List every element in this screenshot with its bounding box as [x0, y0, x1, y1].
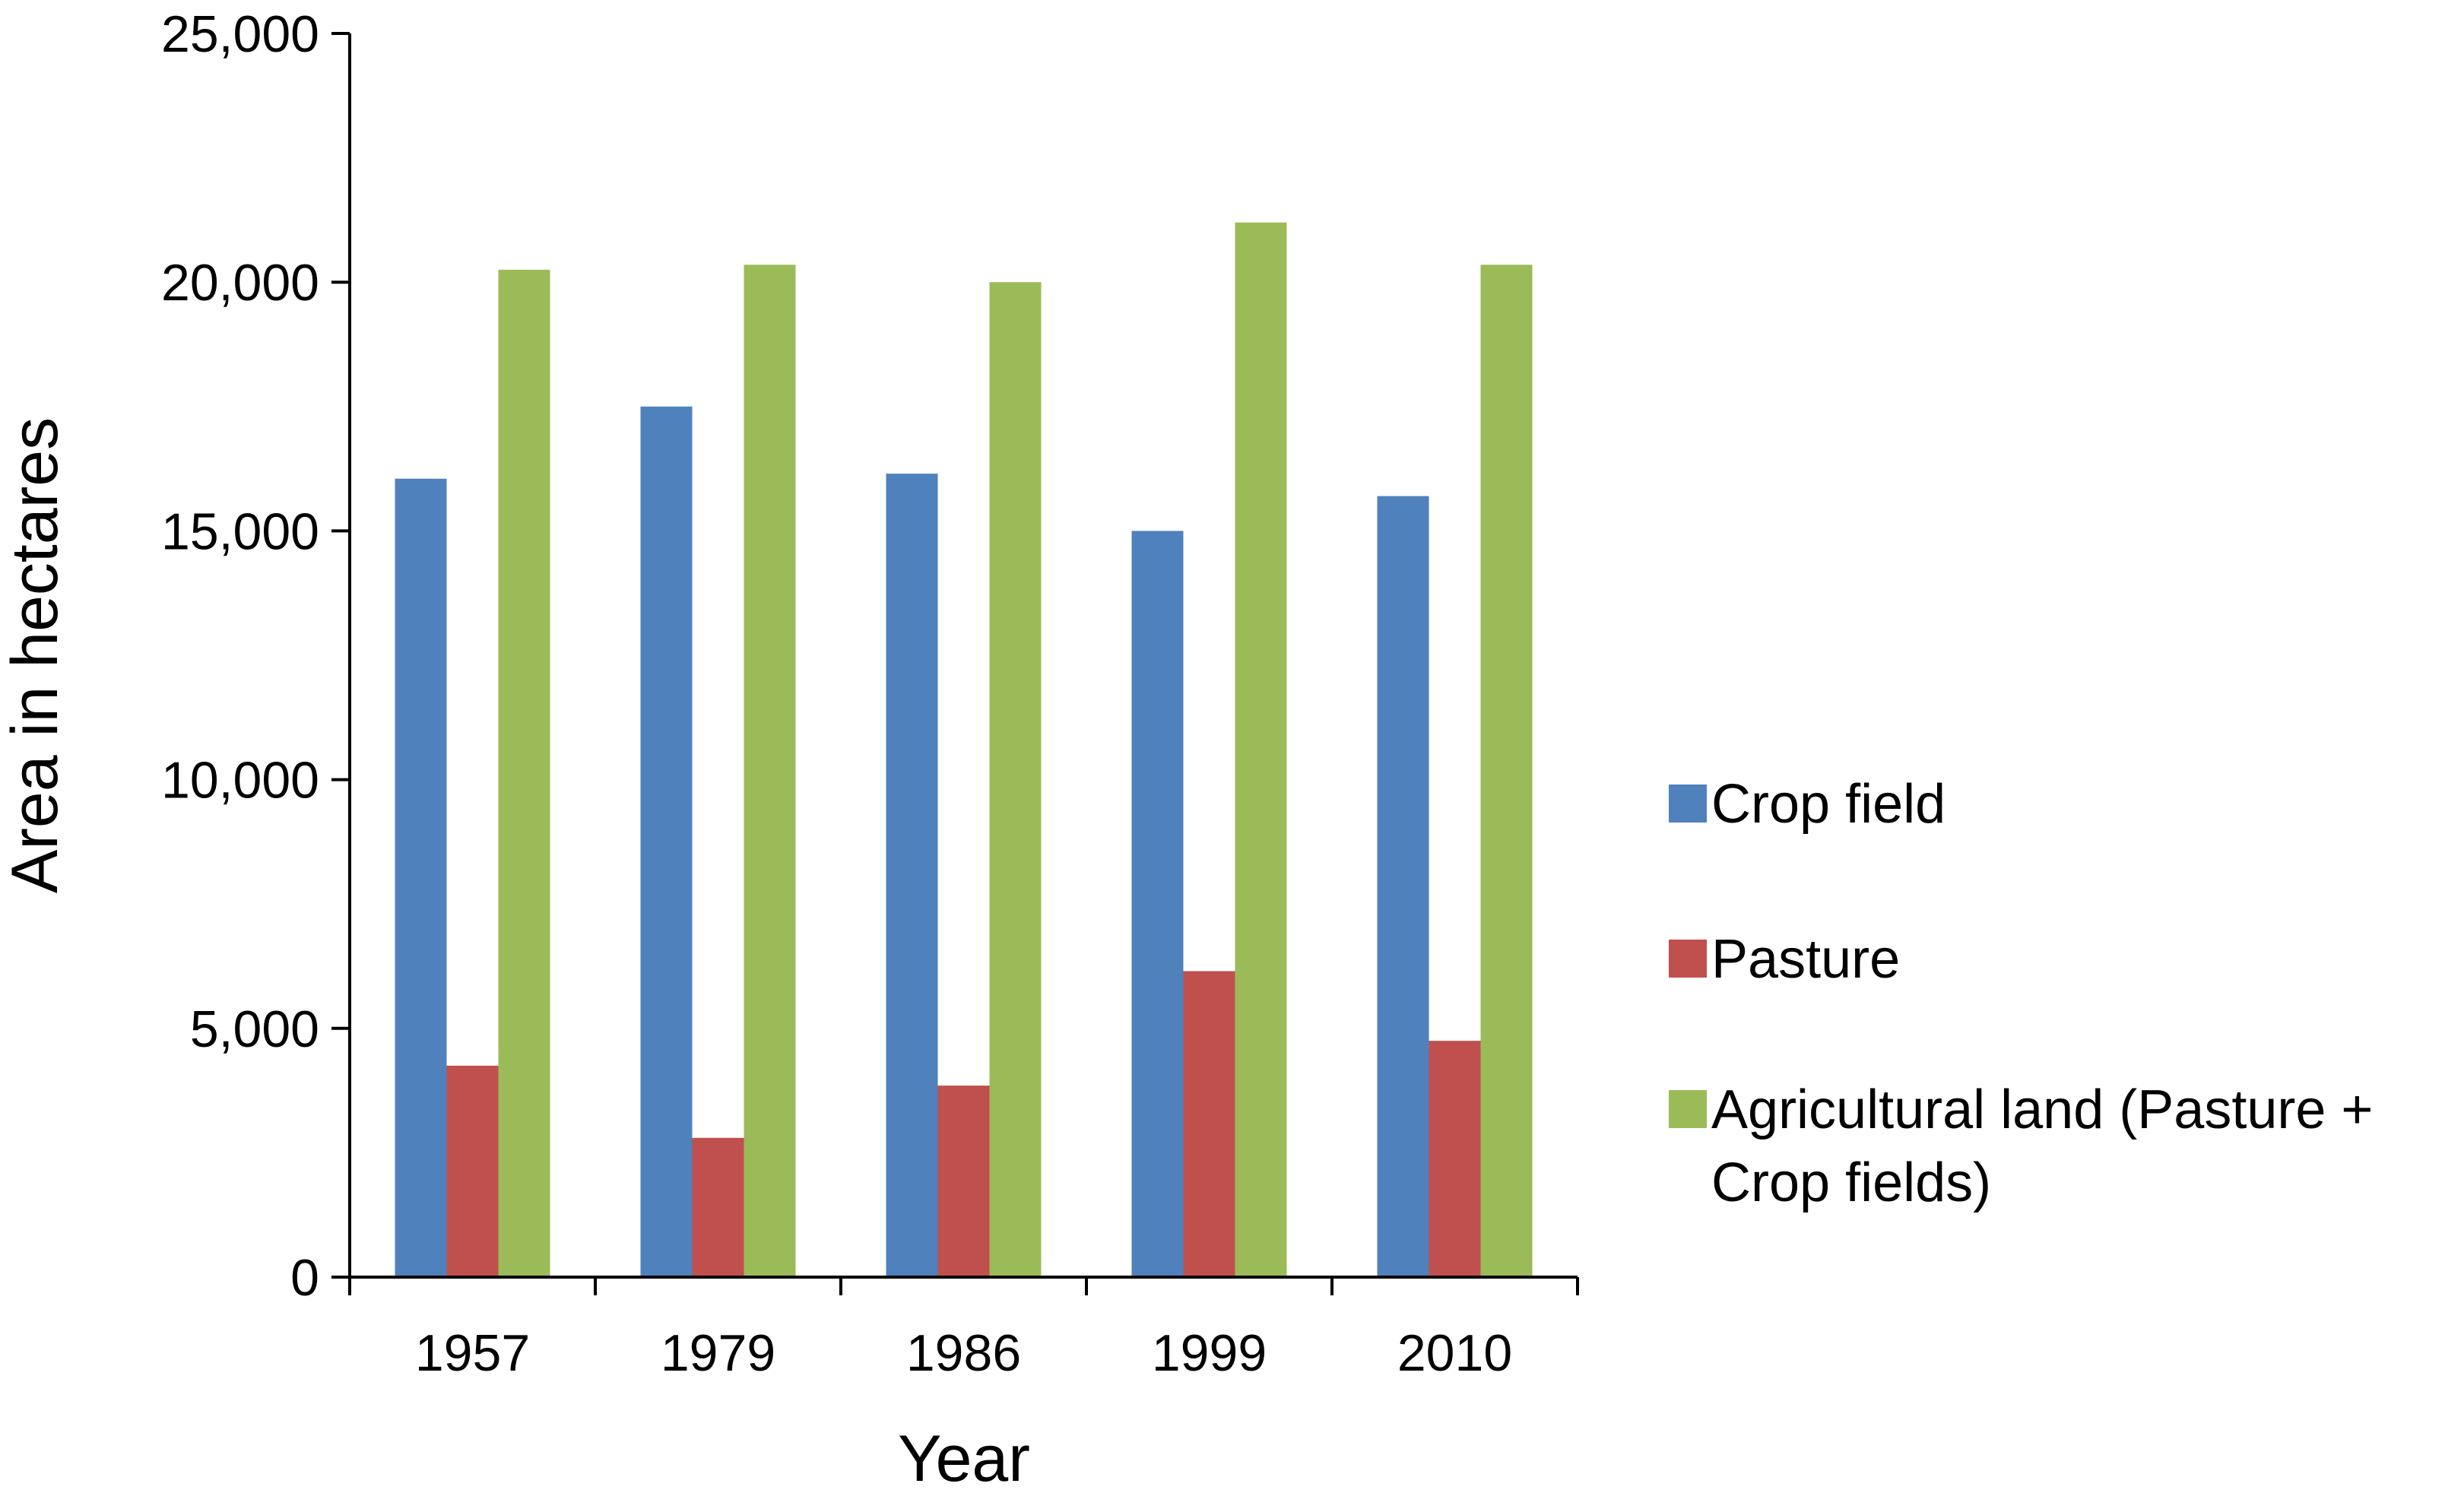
x-tick-label: 1979 — [661, 1324, 775, 1382]
y-axis-title-group: Area in hectares — [0, 417, 71, 893]
legend-swatch — [1669, 940, 1707, 978]
legend-label-line: Agricultural land (Pasture + — [1711, 1079, 2373, 1140]
y-tick-label: 0 — [290, 1249, 319, 1307]
y-tick-label: 25,000 — [161, 5, 319, 63]
y-tick-label: 15,000 — [161, 502, 319, 560]
legend-label-line: Crop field — [1711, 774, 1946, 835]
x-axis-title: Year — [898, 1422, 1030, 1493]
legend-swatch — [1669, 785, 1707, 823]
legend-label: Crop field — [1711, 774, 1946, 835]
legend-label-line: Pasture — [1711, 929, 1900, 990]
bar-crop-field-1999 — [1131, 531, 1184, 1277]
y-tick-label: 5,000 — [190, 1000, 319, 1058]
bar-agricultural-land-pasture-crop-fields-1999 — [1235, 222, 1287, 1278]
y-tick-label: 10,000 — [161, 752, 319, 810]
bar-agricultural-land-pasture-crop-fields-1986 — [989, 282, 1042, 1278]
legend-label: Pasture — [1711, 929, 1900, 990]
bar-pasture-1979 — [692, 1137, 744, 1277]
legend-label-line: Crop fields) — [1711, 1152, 1991, 1213]
bar-agricultural-land-pasture-crop-fields-1979 — [744, 265, 796, 1277]
bar-pasture-1957 — [446, 1065, 499, 1277]
plot-area: 0 5,000 10,000 15,000 20,000 25,000 1957 1979 19… — [161, 5, 1579, 1382]
bar-crop-field-1986 — [886, 474, 938, 1277]
x-tick-label: 1999 — [1152, 1324, 1267, 1382]
bar-crop-field-1957 — [395, 478, 447, 1278]
y-tick-label: 20,000 — [161, 254, 319, 312]
bar-pasture-2010 — [1429, 1041, 1481, 1277]
legend: Crop field Pasture Agricultural land (Past… — [1669, 774, 2373, 1213]
bar-agricultural-land-pasture-crop-fields-2010 — [1480, 265, 1533, 1277]
x-tick-label: 2010 — [1397, 1324, 1512, 1382]
x-tick-label: 1986 — [906, 1324, 1021, 1382]
bar-agricultural-land-pasture-crop-fields-1957 — [498, 269, 550, 1277]
x-tick-label: 1957 — [415, 1324, 530, 1382]
bar-pasture-1986 — [937, 1086, 990, 1277]
bar-crop-field-2010 — [1377, 496, 1429, 1277]
legend-label: Agricultural land (Pasture + Crop fields) — [1711, 1079, 2373, 1213]
bar-pasture-1999 — [1183, 971, 1235, 1277]
legend-swatch — [1669, 1090, 1707, 1128]
bar-crop-field-1979 — [640, 406, 693, 1277]
y-axis-title: Area in hectares — [0, 417, 71, 893]
